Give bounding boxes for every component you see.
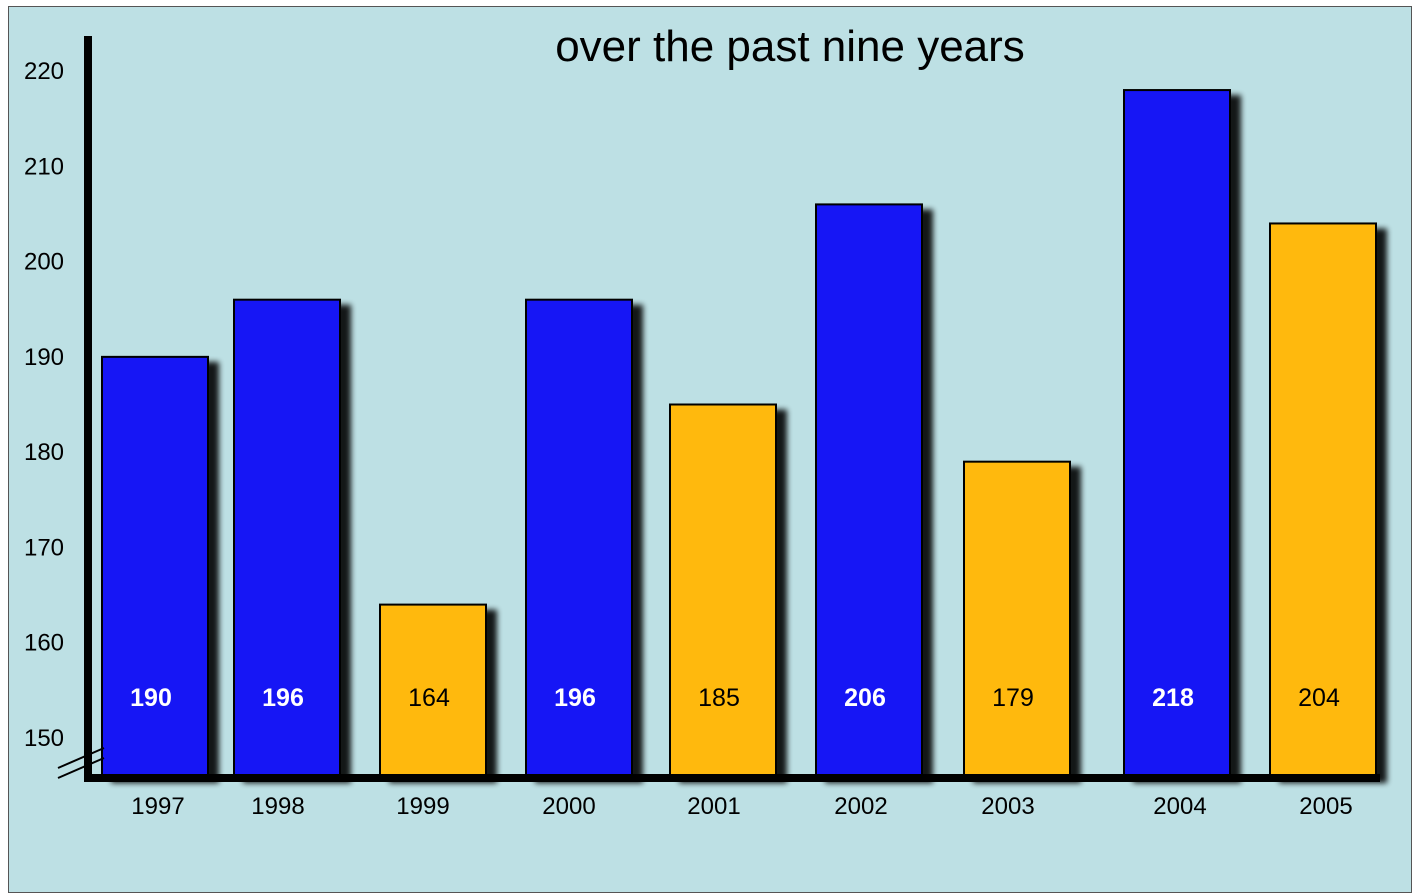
bar-value-label: 218	[1152, 684, 1194, 712]
x-tick-label: 2001	[687, 793, 740, 820]
bar-1998	[233, 298, 341, 777]
bar-value-label: 196	[262, 684, 304, 712]
bar-2003	[963, 460, 1071, 777]
bar-value-label: 206	[844, 684, 886, 712]
bar-value-label: 185	[698, 684, 740, 712]
chart-title: over the past nine years	[555, 22, 1025, 71]
y-tick-label: 170	[24, 534, 64, 561]
x-tick-label: 1997	[131, 793, 184, 820]
bar-2001	[669, 403, 777, 777]
y-tick-label: 200	[24, 249, 64, 276]
x-tick-label: 2004	[1153, 793, 1206, 820]
y-tick-label: 160	[24, 630, 64, 657]
x-tick-label: 1999	[396, 793, 449, 820]
y-tick-label: 150	[24, 725, 64, 752]
bar-value-label: 179	[992, 684, 1034, 712]
bar-2000	[525, 298, 633, 777]
axis-break-mark	[57, 757, 105, 779]
x-tick-label: 2003	[981, 793, 1034, 820]
y-tick-label: 190	[24, 344, 64, 371]
y-tick-label: 220	[24, 58, 64, 85]
bar-value-label: 164	[408, 684, 450, 712]
x-tick-label: 1998	[251, 793, 304, 820]
bar-value-label: 196	[554, 684, 596, 712]
bar-value-label: 204	[1298, 684, 1340, 712]
bar-2004	[1123, 89, 1231, 778]
x-tick-label: 2002	[834, 793, 887, 820]
y-tick-label: 210	[24, 153, 64, 180]
x-tick-label: 2000	[542, 793, 595, 820]
bar-1997	[101, 355, 209, 777]
y-tick-label: 180	[24, 439, 64, 466]
axis-break-mark	[57, 747, 105, 769]
bar-value-label: 190	[130, 684, 172, 712]
x-tick-label: 2005	[1299, 793, 1352, 820]
bar-1999	[379, 603, 487, 777]
